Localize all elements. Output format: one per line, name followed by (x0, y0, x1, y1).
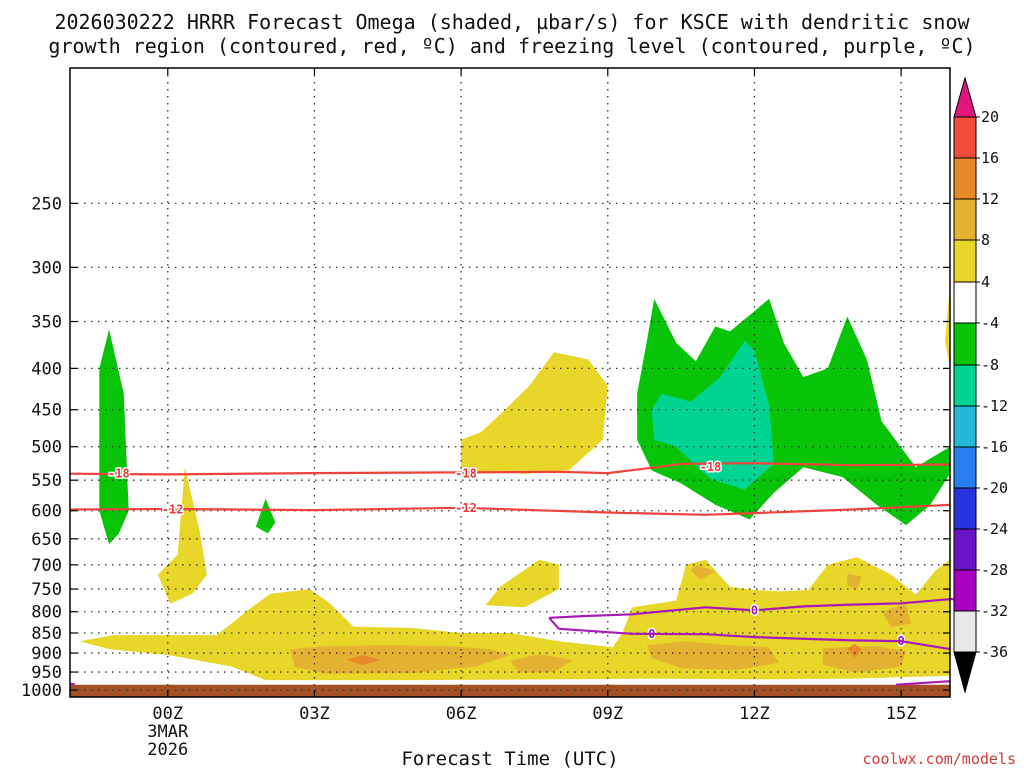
plot-frame (69, 67, 951, 698)
colorbar-bin (953, 446, 977, 489)
y-tick-label: 550 (31, 471, 62, 491)
omega-region (847, 644, 862, 658)
credit-text[interactable]: coolwx.com/models (862, 750, 1016, 768)
chart-title-line2: growth region (contoured, red, ºC) and f… (48, 34, 975, 58)
purple-contour-line (896, 680, 951, 686)
colorbar-bin (953, 239, 977, 283)
colorbar-bin (953, 364, 977, 407)
colorbar-bin (953, 405, 977, 448)
colorbar-label: -28 (981, 561, 1008, 579)
colorbar-label: 12 (981, 190, 999, 208)
y-tick-label: 950 (31, 663, 62, 683)
colorbar-bin (953, 322, 977, 366)
y-tick-label: 700 (31, 556, 62, 576)
colorbar-bin (953, 610, 977, 653)
colorbar-bin (953, 487, 977, 530)
x-tick-label: 15Z (886, 704, 917, 724)
omega-region (690, 564, 716, 580)
colorbar-under-arrow (953, 651, 977, 694)
x-tick-date: 3MAR (147, 722, 189, 742)
omega-region (945, 284, 950, 369)
colorbar-label: 16 (981, 149, 999, 167)
x-tick-label: 03Z (299, 704, 330, 724)
x-tick-label: 06Z (446, 704, 477, 724)
omega-region (646, 641, 779, 671)
y-tick-label: 800 (31, 603, 62, 623)
colorbar-label: 4 (981, 273, 990, 291)
red-contour-label: -12 (455, 501, 477, 515)
y-tick-label: 850 (31, 624, 62, 644)
omega-region (290, 645, 510, 674)
colorbar-label: -4 (981, 314, 999, 332)
omega-region (822, 646, 906, 673)
omega-region (158, 467, 207, 604)
ground-layer (70, 684, 950, 697)
x-tick-label: 12Z (739, 704, 770, 724)
ground-terrain (70, 684, 950, 697)
omega-region (510, 654, 574, 673)
y-tick-label: 350 (31, 313, 62, 333)
colorbar-bin (953, 116, 977, 159)
colorbar-bin (953, 569, 977, 612)
colorbar-label: -12 (981, 397, 1008, 415)
colorbar-bin (953, 198, 977, 241)
colorbar-over-arrow (953, 76, 977, 118)
x-tick-label: 09Z (592, 704, 623, 724)
y-tick-label: 400 (31, 359, 62, 379)
chart-title-line1: 2026030222 HRRR Forecast Omega (shaded, … (54, 10, 970, 34)
colorbar-label: -20 (981, 479, 1008, 497)
red-contour-label: -18 (108, 467, 130, 481)
colorbar-label: 20 (981, 108, 999, 126)
colorbar-bin (953, 281, 977, 324)
colorbar-label: -36 (981, 643, 1008, 661)
omega-region (651, 341, 774, 490)
red-contour-line (69, 462, 951, 476)
omega-region (847, 573, 862, 590)
colorbar-label: -24 (981, 520, 1008, 538)
purple-contour-line (549, 598, 960, 619)
colorbar-label: -8 (981, 356, 999, 374)
x-axis-label: Forecast Time (UTC) (401, 748, 618, 768)
freezing-level-contours: 00 0 (69, 598, 960, 686)
y-tick-label: 450 (31, 401, 62, 421)
y-tick-label: 1000 (21, 681, 62, 701)
purple-contour-label: 0 (751, 603, 758, 617)
red-contour-label: -18 (700, 460, 722, 474)
colorbar-bin (953, 157, 977, 200)
y-axis: 2503003504004505005506006507007508008509… (21, 194, 950, 701)
omega-region (99, 329, 129, 545)
colorbar-label: -16 (981, 438, 1008, 456)
y-tick-label: 500 (31, 438, 62, 458)
omega-shading (79, 284, 951, 681)
red-contour-label: -12 (162, 503, 184, 517)
dendritic-growth-contours: -18 -18 -18 -12 -12 (69, 459, 951, 518)
colorbar: 20 16 12 8 4 -4 -8 -12 -16 -20 -24 -28 -32 -36 (953, 76, 1008, 694)
omega-region (461, 352, 608, 474)
plot-area: -18 -18 -18 -12 -12 00 0 (69, 67, 960, 698)
red-contour-line (69, 503, 951, 516)
purple-contour-line (69, 682, 76, 686)
y-tick-label: 650 (31, 530, 62, 550)
purple-contour-line (548, 617, 951, 651)
red-contour-label: -18 (455, 467, 477, 481)
colorbar-bin (953, 528, 977, 571)
colorbar-label: -32 (981, 602, 1008, 620)
omega-region (485, 559, 559, 608)
omega-region (881, 603, 911, 627)
omega-region (346, 655, 381, 666)
y-tick-label: 300 (31, 258, 62, 278)
y-tick-label: 750 (31, 580, 62, 600)
omega-region (255, 498, 276, 534)
y-tick-label: 250 (31, 194, 62, 214)
colorbar-label: 8 (981, 231, 990, 249)
x-tick-year: 2026 (147, 740, 188, 760)
y-tick-label: 900 (31, 644, 62, 664)
y-tick-label: 600 (31, 502, 62, 522)
x-tick-label: 00Z (152, 704, 183, 724)
